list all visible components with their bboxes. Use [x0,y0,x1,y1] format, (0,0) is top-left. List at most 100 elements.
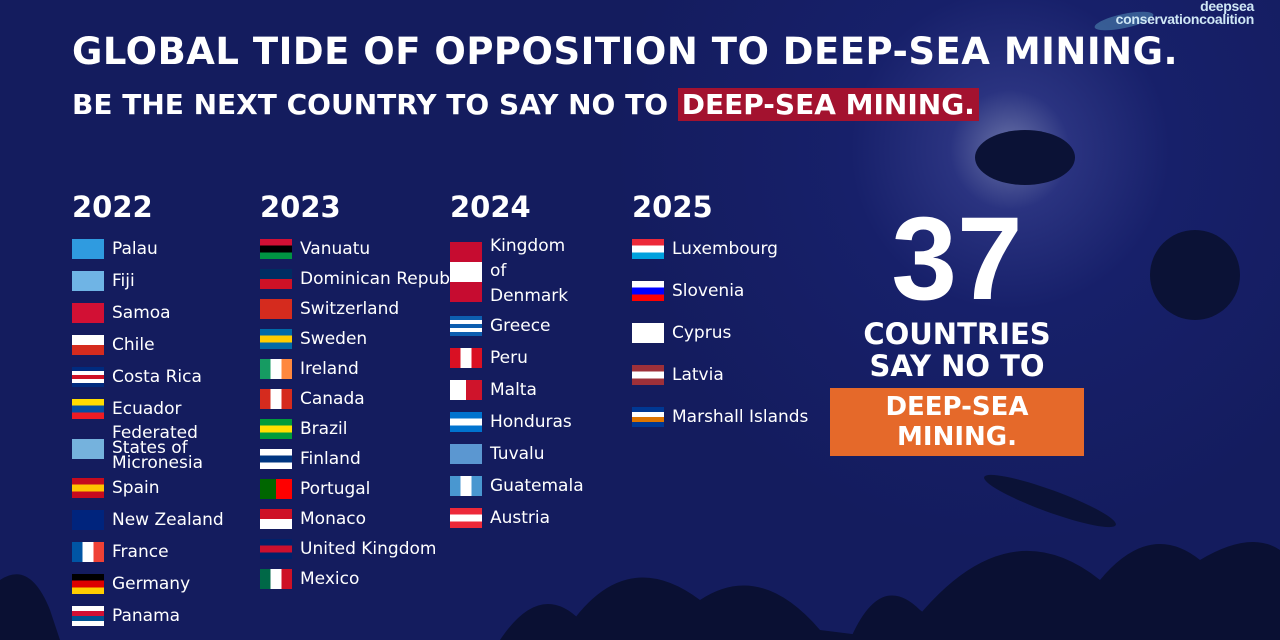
country-name: Spain [112,477,160,498]
country-item: Costa Rica [72,362,224,392]
country-item: France [72,537,224,567]
country-item: Switzerland [260,294,469,324]
country-item: Ireland [260,354,469,384]
country-item: New Zealand [72,505,224,535]
flag-icon [260,569,292,589]
country-name: Monaco [300,508,367,529]
country-item: Austria [450,503,584,533]
country-name: Cyprus [672,322,732,343]
country-item: Latvia [632,360,808,390]
country-item: Canada [260,384,469,414]
flag-icon [72,271,104,291]
country-name: Ecuador [112,398,182,419]
country-item: Chile [72,330,224,360]
country-name: Slovenia [672,280,745,301]
country-count: 37 [891,193,1023,325]
flag-icon [260,359,292,379]
subtitle: BE THE NEXT COUNTRY TO SAY NO TO DEEP-SE… [72,88,979,121]
country-name: Finland [300,448,361,469]
country-name: Brazil [300,418,348,439]
country-name: Guatemala [490,475,584,496]
flag-icon [260,299,292,319]
year-heading: 2024 [450,190,531,224]
country-name: Tuvalu [490,443,545,464]
year-column-2025: 2025 Luxembourg Slovenia Cyprus Latvia Marsha… [632,190,808,444]
year-heading: 2023 [260,190,341,224]
country-item: Fiji [72,266,224,296]
country-name: Costa Rica [112,366,202,387]
country-name: Panama [112,605,181,626]
country-name: Federated States of Micronesia [112,423,203,473]
country-item: Samoa [72,298,224,328]
country-name: Germany [112,573,191,594]
year-column-2022: 2022 Palau Fiji Samoa Chile Costa Rica Ecuador… [72,190,224,633]
counter-line1: COUNTRIES [863,317,1051,351]
logo-text: deepsea conservationcoalition [1115,0,1255,27]
octopus-icon [1150,230,1240,320]
country-name: Mexico [300,568,360,589]
country-name: Peru [490,347,528,368]
country-item: Honduras [450,407,584,437]
country-item: Monaco [260,504,469,534]
counter-panel: 37 COUNTRIES SAY NO TO DEEP-SEA MINING. [830,200,1084,456]
country-item: Mexico [260,564,469,594]
country-item: Sweden [260,324,469,354]
flag-icon [72,542,104,562]
country-item: Spain [72,473,224,503]
country-item: Germany [72,569,224,599]
country-name: Austria [490,507,551,528]
country-name: Palau [112,238,158,259]
country-name: Vanuatu [300,238,371,259]
flag-icon [72,399,104,419]
country-item: Kingdom of Denmark [450,234,584,309]
flag-icon [450,508,482,528]
flag-icon [260,239,292,259]
country-item: Marshall Islands [632,402,808,432]
flag-icon [260,419,292,439]
flag-icon [72,239,104,259]
counter-line2: SAY NO TO [869,349,1045,383]
subtitle-highlight: DEEP-SEA MINING. [677,88,979,121]
country-name: Dominican Republic [300,268,469,289]
country-item: Palau [72,234,224,264]
country-name: Ireland [300,358,359,379]
flag-icon [632,407,664,427]
country-name: Greece [490,315,551,336]
flag-icon [450,476,482,496]
flag-icon [632,365,664,385]
page-title: GLOBAL TIDE OF OPPOSITION TO DEEP-SEA MI… [72,30,1179,73]
country-name: Malta [490,379,537,400]
country-name: Fiji [112,270,135,291]
country-item: Finland [260,444,469,474]
country-name: New Zealand [112,509,224,530]
country-item: Guatemala [450,471,584,501]
flag-icon [450,241,482,302]
flag-icon [260,539,292,559]
country-name: France [112,541,169,562]
country-name: Honduras [490,411,572,432]
eel-icon [980,466,1120,536]
flag-icon [260,449,292,469]
country-item: Brazil [260,414,469,444]
subtitle-prefix: BE THE NEXT COUNTRY TO SAY NO TO [72,88,678,121]
country-name: Samoa [112,302,171,323]
flag-icon [632,239,664,259]
country-item: Ecuador [72,394,224,424]
country-name: United Kingdom [300,538,437,559]
country-item: Panama [72,601,224,631]
country-name: Portugal [300,478,371,499]
flag-icon [260,329,292,349]
flag-icon [260,509,292,529]
flag-icon [72,478,104,498]
country-item: Luxembourg [632,234,808,264]
flag-icon [260,479,292,499]
country-item: Federated States of Micronesia [72,423,224,473]
anglerfish-icon [975,130,1075,185]
flag-icon [72,303,104,323]
country-name: Marshall Islands [672,406,809,427]
counter-tag: DEEP-SEA MINING. [830,388,1084,456]
country-item: Vanuatu [260,234,469,264]
country-item: Greece [450,311,584,341]
flag-icon [632,281,664,301]
flag-icon [72,367,104,387]
